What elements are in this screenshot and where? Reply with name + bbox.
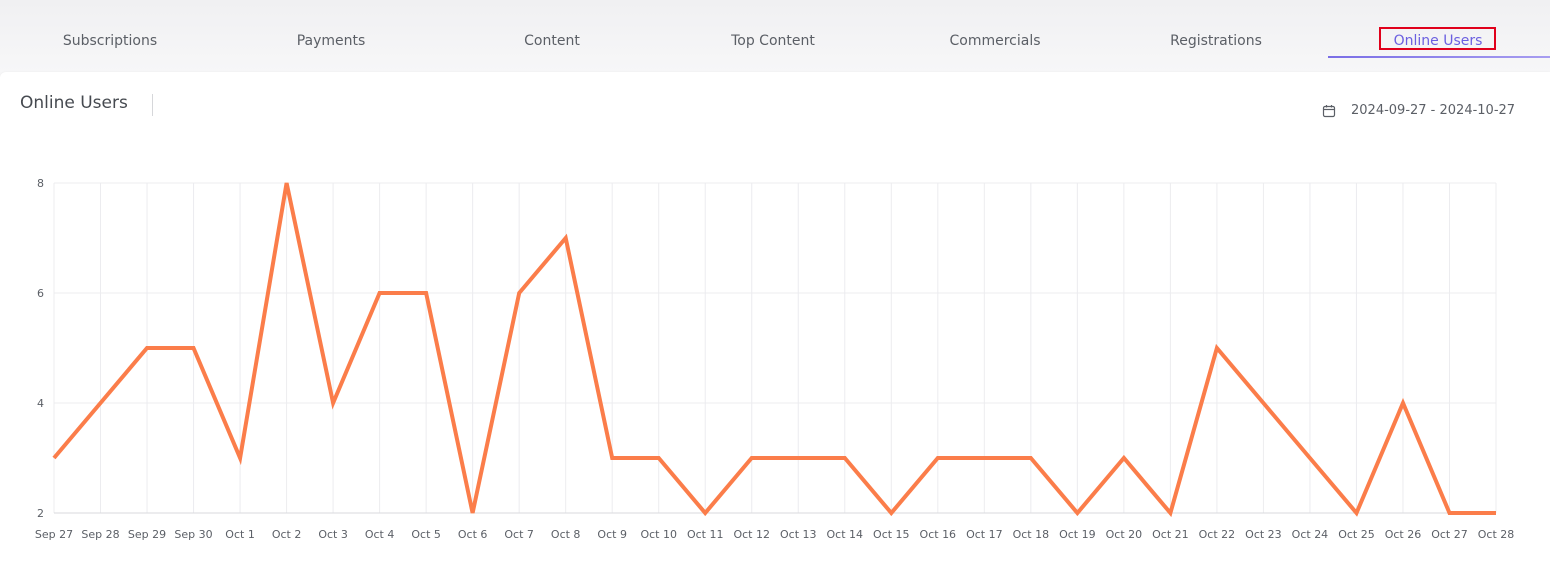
x-tick-label: Oct 22 — [1199, 528, 1236, 541]
tab-commercials[interactable]: Commercials — [949, 33, 1041, 49]
data-point[interactable] — [840, 453, 850, 463]
x-tick-label: Oct 20 — [1106, 528, 1143, 541]
x-axis-tick-labels: Sep 27 Sep 28 Sep 29 Sep 30 Oct 1 Oct 2 Oct 3 O… — [35, 528, 1514, 541]
x-tick-label: Sep 28 — [81, 528, 119, 541]
calendar-icon — [1322, 105, 1336, 118]
data-point[interactable] — [1119, 453, 1129, 463]
x-tick-label: Oct 19 — [1059, 528, 1096, 541]
data-point[interactable] — [142, 343, 152, 353]
tab-registrations[interactable]: Registrations — [1170, 33, 1262, 49]
data-point[interactable] — [933, 453, 943, 463]
x-tick-label: Oct 2 — [272, 528, 302, 541]
x-tick-label: Oct 13 — [780, 528, 817, 541]
x-tick-label: Oct 7 — [504, 528, 534, 541]
x-tick-label: Oct 21 — [1152, 528, 1189, 541]
x-tick-label: Sep 30 — [174, 528, 212, 541]
tab-subscriptions[interactable]: Subscriptions — [62, 33, 158, 49]
data-point[interactable] — [468, 508, 478, 518]
vertical-gridlines — [53, 183, 1497, 513]
data-point[interactable] — [747, 453, 757, 463]
date-range-picker[interactable]: 2024-09-27 - 2024-10-27 — [1322, 102, 1515, 122]
x-tick-label: Oct 4 — [365, 528, 395, 541]
data-point[interactable] — [793, 453, 803, 463]
x-tick-label: Oct 9 — [597, 528, 627, 541]
online-users-line-chart: 2 4 6 8 Sep 27 Sep 28 Sep 29 Sep 30 Oct 1 Oct 2 O… — [35, 177, 1514, 541]
x-tick-label: Oct 27 — [1431, 528, 1468, 541]
data-point[interactable] — [328, 398, 338, 408]
x-tick-label: Oct 28 — [1478, 528, 1515, 541]
data-point[interactable] — [49, 453, 59, 463]
x-tick-label: Oct 15 — [873, 528, 910, 541]
data-point[interactable] — [979, 453, 989, 463]
x-tick-label: Oct 3 — [318, 528, 348, 541]
data-point[interactable] — [1026, 453, 1036, 463]
y-axis-tick-labels: 2 4 6 8 — [37, 177, 44, 520]
data-point[interactable] — [235, 453, 245, 463]
data-point[interactable] — [1491, 508, 1501, 518]
x-tick-label: Oct 18 — [1013, 528, 1050, 541]
data-point[interactable] — [561, 233, 571, 243]
data-point[interactable] — [282, 178, 292, 188]
active-tab-highlight-box — [1379, 27, 1496, 50]
x-tick-label: Sep 29 — [128, 528, 166, 541]
data-point[interactable] — [375, 288, 385, 298]
y-tick-label: 2 — [37, 507, 44, 520]
x-tick-label: Oct 23 — [1245, 528, 1282, 541]
tab-payments[interactable]: Payments — [296, 33, 366, 49]
data-point[interactable] — [1305, 453, 1315, 463]
x-tick-label: Oct 14 — [827, 528, 864, 541]
data-point[interactable] — [700, 508, 710, 518]
x-tick-label: Oct 6 — [458, 528, 488, 541]
y-tick-label: 8 — [37, 177, 44, 190]
title-divider — [152, 94, 153, 116]
series-group — [49, 178, 1501, 518]
tab-bar: Subscriptions Payments Content Top Conte… — [0, 0, 1550, 72]
x-tick-label: Oct 5 — [411, 528, 441, 541]
x-tick-label: Oct 16 — [920, 528, 957, 541]
x-tick-label: Oct 12 — [733, 528, 770, 541]
active-tab-underline — [1328, 56, 1550, 58]
data-point[interactable] — [96, 398, 106, 408]
tab-online-users[interactable]: Online Users — [1393, 33, 1483, 49]
x-tick-label: Oct 8 — [551, 528, 581, 541]
data-point[interactable] — [189, 343, 199, 353]
data-point[interactable] — [514, 288, 524, 298]
data-point[interactable] — [654, 453, 664, 463]
data-point[interactable] — [1258, 398, 1268, 408]
x-tick-label: Oct 26 — [1385, 528, 1422, 541]
data-point[interactable] — [1398, 398, 1408, 408]
x-tick-label: Oct 17 — [966, 528, 1003, 541]
x-tick-label: Oct 11 — [687, 528, 724, 541]
card-title: Online Users — [20, 93, 128, 113]
x-tick-label: Oct 1 — [225, 528, 255, 541]
series-line-online-users — [52, 182, 1496, 518]
x-tick-label: Sep 27 — [35, 528, 73, 541]
y-tick-label: 6 — [37, 287, 44, 300]
x-tick-label: Oct 24 — [1292, 528, 1329, 541]
x-tick-label: Oct 25 — [1338, 528, 1375, 541]
data-point[interactable] — [886, 508, 896, 518]
data-point[interactable] — [1444, 508, 1454, 518]
horizontal-gridlines — [54, 182, 1496, 514]
online-users-card: Online Users 2024-09-27 - 2024-10-27 2 4 6… — [0, 72, 1550, 563]
data-point[interactable] — [1351, 508, 1361, 518]
date-range-text: 2024-09-27 - 2024-10-27 — [1351, 103, 1515, 118]
tab-content[interactable]: Content — [524, 33, 580, 49]
tab-top-content[interactable]: Top Content — [731, 33, 815, 49]
y-tick-label: 4 — [37, 397, 44, 410]
data-point[interactable] — [1212, 343, 1222, 353]
data-point[interactable] — [607, 453, 617, 463]
x-tick-label: Oct 10 — [640, 528, 677, 541]
data-point[interactable] — [1072, 508, 1082, 518]
data-point[interactable] — [1165, 508, 1175, 518]
data-point[interactable] — [421, 288, 431, 298]
